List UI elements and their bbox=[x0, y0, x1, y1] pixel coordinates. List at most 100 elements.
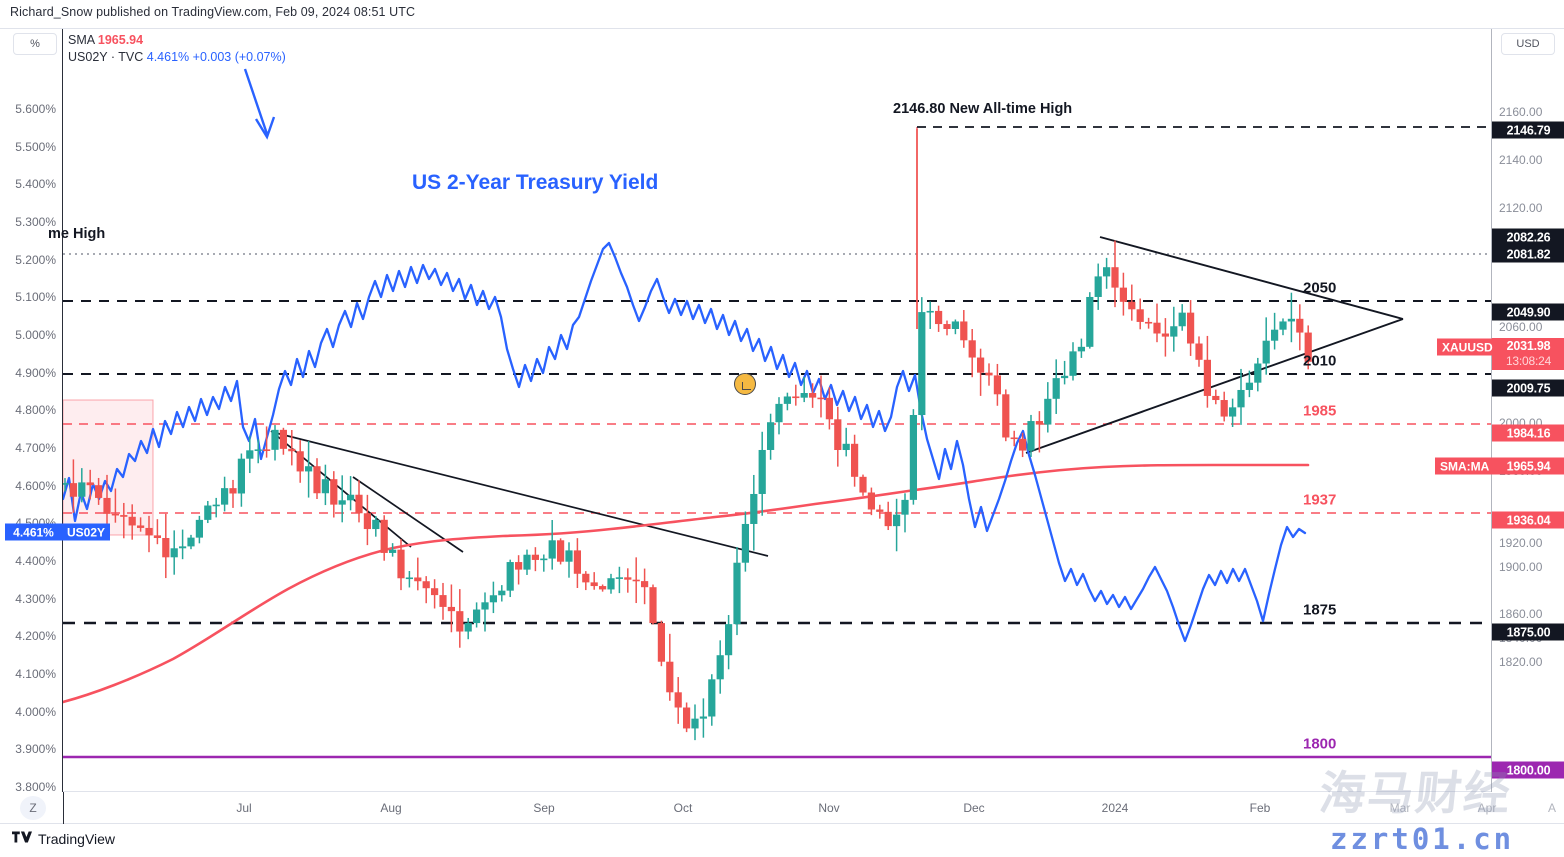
candle-body bbox=[615, 577, 623, 579]
left-price-axis[interactable]: % 5.600% 5.500% 5.400% 5.300% 5.200% 5.100% 5.… bbox=[0, 29, 63, 826]
left-axis-tick: 4.400% bbox=[15, 554, 56, 568]
candle-body bbox=[187, 537, 195, 547]
candle-body bbox=[397, 549, 405, 579]
candle-body bbox=[901, 499, 909, 515]
candle-body bbox=[985, 372, 993, 376]
price-level-label: 1985 bbox=[1303, 402, 1337, 420]
publisher-credit: Richard_Snow published on TradingView.co… bbox=[10, 5, 416, 19]
candle-body bbox=[263, 449, 271, 451]
candle-body bbox=[422, 581, 430, 589]
candle-body bbox=[960, 321, 968, 341]
candle-body bbox=[1254, 363, 1262, 383]
candle-body bbox=[750, 493, 758, 524]
candle-body bbox=[1086, 296, 1094, 347]
left-axis-tick: 5.100% bbox=[15, 290, 56, 304]
candle-body bbox=[120, 515, 128, 517]
right-axis-tick: 2060.00 bbox=[1499, 320, 1543, 334]
candle-body bbox=[557, 540, 565, 562]
candle-body bbox=[271, 429, 279, 450]
price-badge: 2081.82 bbox=[1492, 245, 1564, 263]
candle-body bbox=[951, 321, 959, 329]
time-axis[interactable]: Z Jul Aug Sep Oct Nov Dec 2024 Feb Mar Apr A bbox=[0, 792, 1564, 824]
candle-body bbox=[86, 482, 94, 486]
candle-body bbox=[926, 310, 934, 313]
candle-body bbox=[800, 393, 808, 398]
candle-body bbox=[237, 458, 245, 494]
candle-body bbox=[321, 479, 329, 494]
candle-body bbox=[405, 577, 413, 580]
price-level-label: 1937 bbox=[1303, 491, 1337, 509]
candle-body bbox=[1245, 382, 1253, 390]
price-badge: 1965.94 bbox=[1492, 457, 1564, 475]
candle-body bbox=[63, 483, 69, 485]
price-badge: 1875.00 bbox=[1492, 623, 1564, 641]
candle-body bbox=[582, 573, 590, 583]
candle-body bbox=[170, 548, 178, 558]
current-yield-badge: 4.461% bbox=[5, 523, 62, 541]
right-price-axis[interactable]: USD 2160.002140.002120.002100.002060.002… bbox=[1491, 29, 1564, 821]
candle-body bbox=[1296, 318, 1304, 333]
candle-body bbox=[1203, 359, 1211, 396]
usd-unit-button[interactable]: USD bbox=[1501, 33, 1555, 55]
candle-body bbox=[993, 375, 1001, 395]
candle-body bbox=[1195, 343, 1203, 360]
candle-body bbox=[229, 488, 237, 494]
legend-sma-row[interactable]: SMA 1965.94 bbox=[68, 32, 286, 49]
candle-body bbox=[809, 393, 817, 398]
candle-body bbox=[1061, 375, 1069, 379]
candle-body bbox=[431, 588, 439, 596]
tradingview-brand-label: TradingView bbox=[38, 830, 116, 847]
candle-body bbox=[473, 609, 481, 624]
legend-symbol-name: US02Y · TVC bbox=[68, 50, 144, 64]
treasury-yield-annotation: US 2-Year Treasury Yield bbox=[412, 171, 659, 194]
candle-body bbox=[288, 448, 296, 452]
zoom-reset-button[interactable]: Z bbox=[20, 796, 46, 820]
price-level-label: 2050 bbox=[1303, 279, 1337, 297]
candle-body bbox=[1027, 421, 1035, 451]
percent-scale-button[interactable]: % bbox=[13, 33, 57, 55]
candle-body bbox=[666, 661, 674, 693]
candle-body bbox=[137, 525, 145, 528]
time-axis-tick: Feb bbox=[1249, 801, 1271, 815]
left-axis-tick: 4.700% bbox=[15, 441, 56, 455]
right-axis-tick: 1900.00 bbox=[1499, 560, 1543, 574]
candle-body bbox=[1044, 398, 1052, 425]
candle-body bbox=[1161, 333, 1169, 337]
left-axis-tick: 5.300% bbox=[15, 215, 56, 229]
candle-body bbox=[817, 397, 825, 400]
url-watermark: zzrt01.cn bbox=[1330, 822, 1515, 856]
legend-symbol-row[interactable]: US02Y · TVC 4.461% +0.003 (+0.07%) bbox=[68, 49, 286, 66]
candle-body bbox=[649, 587, 657, 624]
left-axis-tick: 5.000% bbox=[15, 328, 56, 342]
time-axis-tick: Aug bbox=[380, 801, 402, 815]
all-time-high-left-annotation: me High bbox=[48, 226, 106, 242]
candle-body bbox=[943, 324, 951, 329]
candle-body bbox=[1069, 351, 1077, 376]
xauusd-price-badge: 2031.98 13:08:24 bbox=[1492, 338, 1564, 370]
candle-body bbox=[775, 403, 783, 423]
candle-body bbox=[389, 549, 397, 553]
candle-body bbox=[1279, 321, 1287, 330]
time-axis-tick: Sep bbox=[533, 801, 555, 815]
plot-area[interactable]: 2050 2010 1985 1937 1875 1800 bbox=[63, 29, 1491, 793]
candle-body bbox=[1178, 312, 1186, 327]
chart-frame: % 5.600% 5.500% 5.400% 5.300% 5.200% 5.100% 5.… bbox=[0, 28, 1564, 826]
time-axis-tick: Dec bbox=[963, 801, 985, 815]
candle-body bbox=[977, 357, 985, 373]
candle-body bbox=[439, 595, 447, 607]
candle-body bbox=[1052, 378, 1060, 399]
candle-body bbox=[783, 396, 791, 404]
left-axis-tick: 5.500% bbox=[15, 140, 56, 154]
candle-body bbox=[330, 479, 338, 505]
candle-body bbox=[1128, 301, 1136, 310]
candle-body bbox=[128, 516, 136, 526]
candle-body bbox=[515, 562, 523, 570]
price-badge: 1936.04 bbox=[1492, 511, 1564, 529]
price-badge: 2049.90 bbox=[1492, 303, 1564, 321]
candle-body bbox=[1271, 329, 1279, 341]
candle-body bbox=[725, 624, 733, 656]
time-axis-tick: Nov bbox=[818, 801, 840, 815]
price-badge: 2009.75 bbox=[1492, 379, 1564, 397]
candle-body bbox=[221, 488, 229, 505]
candle-body bbox=[145, 527, 153, 536]
